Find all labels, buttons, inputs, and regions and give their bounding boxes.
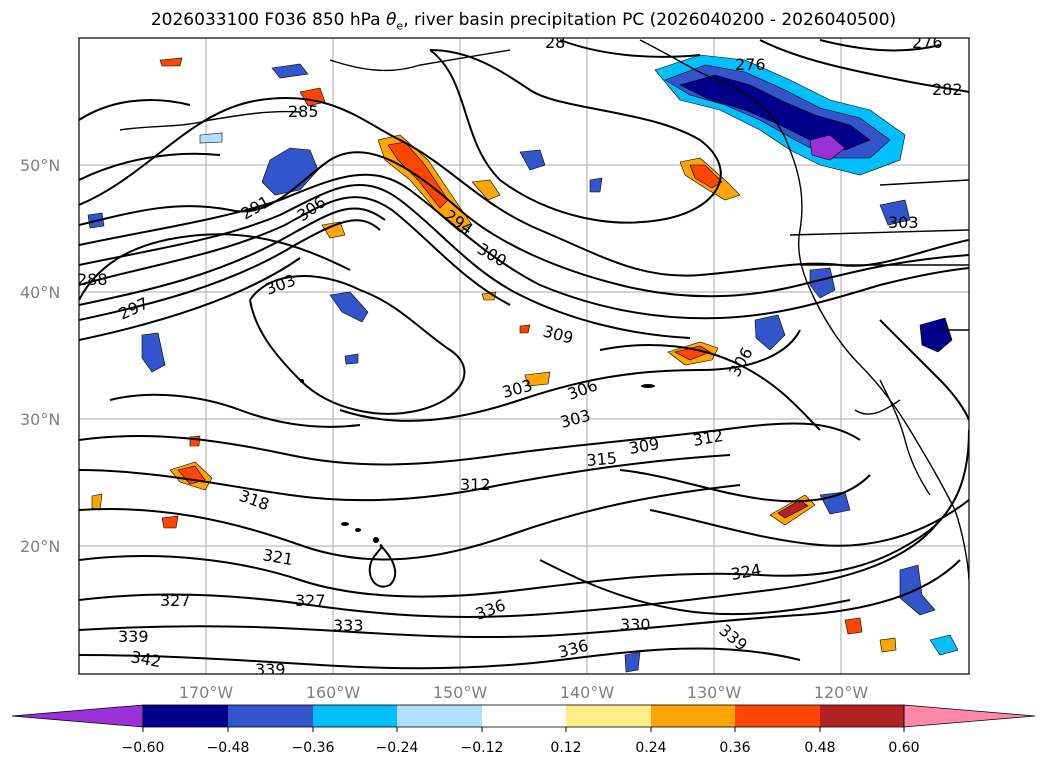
contour-label: 303	[888, 213, 919, 232]
contour-label: 336	[473, 595, 508, 623]
title-theta-sub: e	[396, 19, 404, 33]
contour-label: 327	[295, 591, 326, 610]
colorbar-swatch	[228, 705, 313, 727]
colorbar-tick-label: −0.36	[292, 740, 335, 756]
lon-labels: 170°W 160°W 150°W 140°W 130°W 120°W	[179, 683, 869, 702]
colorbar: −0.60 −0.48 −0.36 −0.24 −0.12 0.12 0.24 …	[11, 704, 1036, 756]
contour-label: 300	[474, 239, 510, 271]
contour-label: 339	[118, 627, 149, 646]
colorbar-tick-label: 0.12	[550, 740, 581, 756]
colorbar-swatch	[397, 705, 482, 727]
map-title: 2026033100 F036 850 hPa θe, river basin …	[0, 10, 1047, 32]
contour-label: 282	[932, 80, 963, 99]
colorbar-ticks	[142, 727, 905, 732]
contour-label: 312	[691, 426, 724, 450]
contour-label: 315	[586, 448, 618, 470]
lon-label: 140°W	[560, 683, 615, 702]
lat-label: 50°N	[20, 156, 60, 175]
title-run: 2026033100 F036 850 hPa	[150, 10, 386, 30]
colorbar-tick-label: 0.60	[888, 740, 919, 756]
contour-label: 306	[725, 344, 757, 380]
map-plot-area: 285 291 297 288 303 306 294 300 309 303 …	[77, 33, 969, 679]
lat-labels: 50°N 40°N 30°N 20°N	[20, 156, 60, 556]
lat-label: 20°N	[20, 537, 60, 556]
contour-label: 321	[261, 545, 294, 569]
contour-label: 330	[620, 615, 651, 634]
title-rest: , river basin precipitation PC (20260402…	[403, 10, 897, 30]
colorbar-swatch	[735, 705, 820, 727]
contour-label: 312	[460, 475, 491, 494]
colorbar-extend-low	[11, 704, 144, 728]
colorbar-tick-label: 0.48	[804, 740, 835, 756]
precip-positive	[91, 57, 897, 653]
lon-label: 130°W	[687, 683, 742, 702]
contour-label: 333	[333, 616, 364, 635]
contour-label: 318	[237, 486, 272, 514]
contour-label: 276	[912, 33, 943, 52]
contour-label: 303	[263, 270, 298, 298]
precip-negative	[87, 54, 959, 673]
colorbar-tick-label: 0.36	[719, 740, 750, 756]
colorbar-tick-label: −0.48	[207, 740, 250, 756]
colorbar-swatch	[143, 705, 228, 727]
contour-label: 306	[293, 192, 329, 225]
contour-label: 297	[116, 293, 152, 323]
lon-label: 170°W	[179, 683, 234, 702]
contour-label: 285	[288, 102, 319, 121]
contour-label: 28	[545, 33, 565, 52]
colorbar-extend-high	[903, 704, 1036, 728]
lon-label: 120°W	[814, 683, 869, 702]
coastlines	[119, 39, 969, 581]
islands	[300, 379, 655, 543]
colorbar-swatch	[820, 705, 904, 727]
lon-label: 150°W	[433, 683, 488, 702]
contour-label: 324	[729, 560, 762, 584]
contour-label: 342	[129, 647, 162, 671]
colorbar-tick-label: −0.12	[461, 740, 504, 756]
lat-label: 40°N	[20, 283, 60, 302]
colorbar-swatch	[482, 705, 566, 727]
contour-label: 276	[735, 55, 766, 74]
colorbar-tick-label: 0.24	[635, 740, 666, 756]
contour-label: 339	[255, 660, 286, 679]
colorbar-swatch	[313, 705, 397, 727]
colorbar-swatch	[651, 705, 735, 727]
colorbar-outline	[142, 704, 905, 728]
contour-label: 309	[627, 434, 660, 458]
colorbar-tick-label: −0.60	[122, 740, 165, 756]
contour-label: 309	[541, 322, 575, 348]
contour-label: 306	[565, 375, 600, 403]
lat-label: 30°N	[20, 410, 60, 429]
lon-label: 160°W	[306, 683, 361, 702]
colorbar-tick-label: −0.24	[376, 740, 419, 756]
colorbar-swatch	[566, 705, 651, 727]
contour-label: 288	[77, 270, 108, 289]
contour-label: 327	[160, 591, 191, 610]
map-frame	[78, 37, 970, 675]
theta-e-contours	[79, 39, 969, 670]
title-theta: θ	[386, 10, 397, 30]
